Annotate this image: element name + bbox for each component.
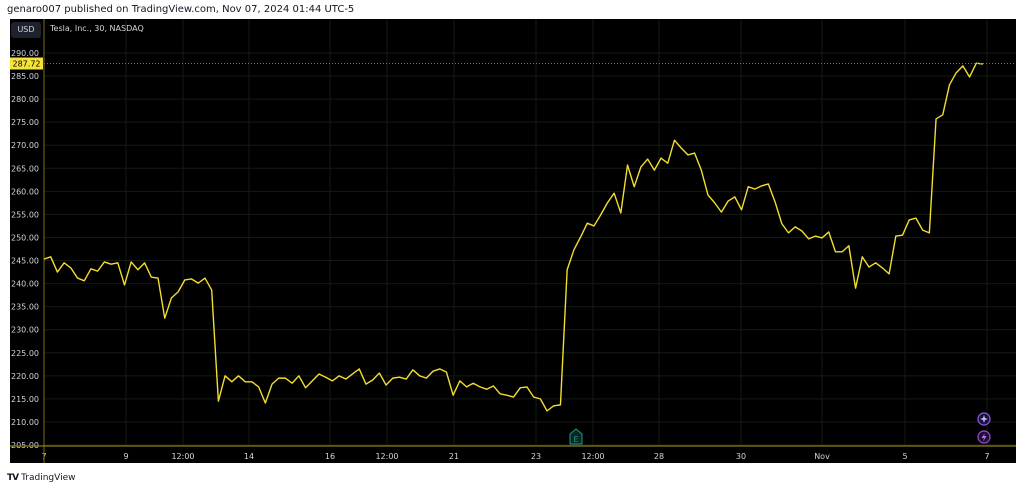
earnings-marker-icon[interactable] (569, 428, 583, 445)
tradingview-logo-icon: TV (7, 473, 19, 483)
y-tick-label: 235.00 (11, 303, 39, 312)
y-tick-label: 290.00 (11, 49, 39, 58)
x-tick-label: Nov (814, 452, 830, 461)
y-tick-label: 255.00 (11, 210, 39, 219)
earnings-label: E (573, 435, 578, 444)
x-tick-label: 14 (244, 452, 254, 461)
y-tick-label: 245.00 (11, 257, 39, 266)
y-tick-label: 250.00 (11, 233, 39, 242)
x-tick-label: 5 (902, 452, 907, 461)
y-tick-label: 215.00 (11, 395, 39, 404)
y-tick-label: 275.00 (11, 118, 39, 127)
x-tick-label: 16 (325, 452, 335, 461)
x-tick-label: 12:00 (171, 452, 194, 461)
y-tick-label: 270.00 (11, 141, 39, 150)
y-tick-label: 260.00 (11, 187, 39, 196)
x-tick-label: 30 (736, 452, 746, 461)
y-tick-label: 210.00 (11, 418, 39, 427)
y-tick-label: 285.00 (11, 72, 39, 81)
last-price-label: 287.72 (13, 60, 41, 69)
last-price-tag (10, 57, 43, 70)
x-tick-label: 7 (984, 452, 989, 461)
publish-info: genaro007 published on TradingView.com, … (7, 4, 355, 15)
tradingview-logo[interactable]: TV TradingView (7, 473, 76, 483)
chart-panel[interactable]: 205.00 210.00 215.00 220.00 225.00 230.00 235.… (10, 19, 1016, 463)
price-chart[interactable]: 205.00210.00215.00220.00225.00230.00235.… (10, 19, 1016, 463)
lightning-glyph (981, 433, 987, 442)
x-tick-label: 23 (531, 452, 541, 461)
y-tick-label: 230.00 (11, 326, 39, 335)
y-tick-label: 220.00 (11, 372, 39, 381)
symbol-legend: Tesla, Inc., 30, NASDAQ (50, 24, 144, 33)
plus-star-glyph (980, 415, 988, 423)
x-tick-label: 9 (123, 452, 128, 461)
x-tick-label: 12:00 (581, 452, 604, 461)
x-tick-label: 21 (449, 452, 459, 461)
y-tick-label: 240.00 (11, 280, 39, 289)
x-tick-label: 28 (654, 452, 664, 461)
y-tick-label: 265.00 (11, 164, 39, 173)
brand-name: TradingView (21, 473, 76, 483)
x-tick-label: 12:00 (375, 452, 398, 461)
y-tick-label: 225.00 (11, 349, 39, 358)
y-tick-label: 280.00 (11, 95, 39, 104)
currency-button[interactable]: USD (11, 22, 41, 38)
price-line (43, 62, 984, 412)
